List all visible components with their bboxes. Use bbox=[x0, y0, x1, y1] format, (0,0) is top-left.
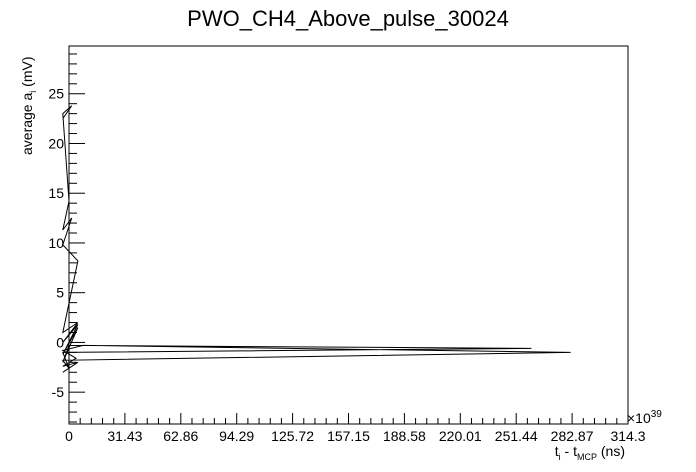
y-title-unit: (mV) bbox=[19, 57, 35, 91]
x-title-sub1: i bbox=[559, 452, 561, 462]
y-tick-label: 25 bbox=[48, 86, 64, 102]
x-tick-label: 0 bbox=[65, 428, 73, 444]
x-tick-label: 220.01 bbox=[439, 428, 482, 444]
chart-title: PWO_CH4_Above_pulse_30024 bbox=[187, 6, 509, 31]
x-axis-ticks bbox=[68, 413, 629, 424]
x-title-sub2: MCP bbox=[577, 452, 597, 462]
y-tick-label: 20 bbox=[48, 135, 64, 151]
x-tick-label: 251.44 bbox=[495, 428, 538, 444]
x-title-mid: - t bbox=[561, 443, 577, 459]
y-tick-label: 0 bbox=[56, 334, 64, 350]
x-tick-label: 62.86 bbox=[163, 428, 198, 444]
x-exponent-base: ×10 bbox=[627, 410, 651, 426]
x-tick-label: 31.43 bbox=[107, 428, 142, 444]
y-tick-label: 10 bbox=[48, 235, 64, 251]
y-axis-title: average ai (mV) bbox=[19, 57, 38, 156]
x-axis-tick-labels: 0 31.43 62.86 94.29 125.72 157.15 188.58 220.01… bbox=[65, 428, 646, 444]
x-axis-exponent: ×1039 bbox=[627, 409, 662, 426]
plot-area bbox=[68, 45, 629, 425]
series-line bbox=[61, 105, 571, 373]
x-axis-title: ti - tMCP (ns) bbox=[555, 443, 625, 462]
x-tick-label: 157.15 bbox=[327, 428, 370, 444]
y-title-main: average a bbox=[19, 93, 35, 155]
x-title-main: t bbox=[555, 443, 559, 459]
x-tick-label: 125.72 bbox=[271, 428, 314, 444]
x-tick-label: 282.87 bbox=[551, 428, 594, 444]
x-exponent-power: 39 bbox=[651, 409, 663, 420]
y-tick-label: 15 bbox=[48, 185, 64, 201]
y-tick-label: -5 bbox=[52, 384, 65, 400]
series-layer bbox=[61, 105, 571, 373]
x-title-unit: (ns) bbox=[597, 443, 625, 459]
plot-frame bbox=[68, 45, 629, 425]
y-axis-tick-labels: -5 0 5 10 15 20 25 bbox=[48, 86, 64, 400]
x-tick-label: 188.58 bbox=[383, 428, 426, 444]
x-tick-label: 94.29 bbox=[219, 428, 254, 444]
y-tick-label: 5 bbox=[56, 285, 64, 301]
y-title-sub: i bbox=[28, 91, 38, 93]
x-tick-label: 314.3 bbox=[610, 428, 645, 444]
